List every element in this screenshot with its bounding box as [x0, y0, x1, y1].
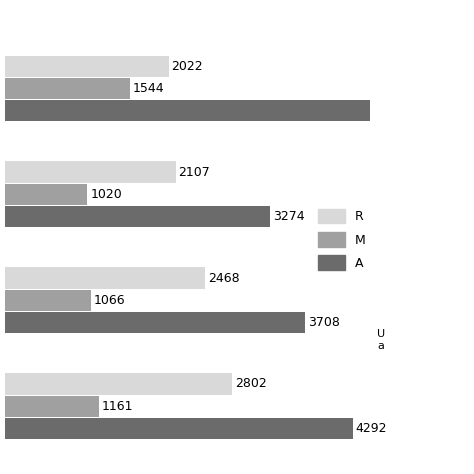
- Bar: [5, 290, 91, 311]
- Text: 1066: 1066: [94, 294, 126, 307]
- Text: 1161: 1161: [102, 400, 133, 413]
- Legend: R, M, A: R, M, A: [312, 204, 371, 275]
- Text: 1544: 1544: [133, 82, 164, 95]
- Bar: [5, 396, 99, 417]
- Bar: [5, 78, 130, 99]
- Bar: [5, 374, 232, 394]
- Text: 2802: 2802: [235, 377, 266, 391]
- Text: 2107: 2107: [179, 165, 210, 179]
- Text: 1020: 1020: [91, 188, 122, 201]
- Bar: [5, 206, 270, 227]
- Text: 3708: 3708: [308, 316, 340, 329]
- Bar: [5, 100, 474, 121]
- Bar: [5, 184, 88, 205]
- Text: 3274: 3274: [273, 210, 305, 223]
- Bar: [5, 418, 353, 439]
- Bar: [5, 312, 305, 333]
- Text: 2022: 2022: [172, 60, 203, 73]
- Text: 4292: 4292: [356, 422, 387, 435]
- Text: U
a: U a: [377, 329, 385, 351]
- Bar: [5, 162, 176, 182]
- Bar: [5, 55, 169, 77]
- Bar: [5, 267, 205, 289]
- Text: 2468: 2468: [208, 272, 239, 284]
